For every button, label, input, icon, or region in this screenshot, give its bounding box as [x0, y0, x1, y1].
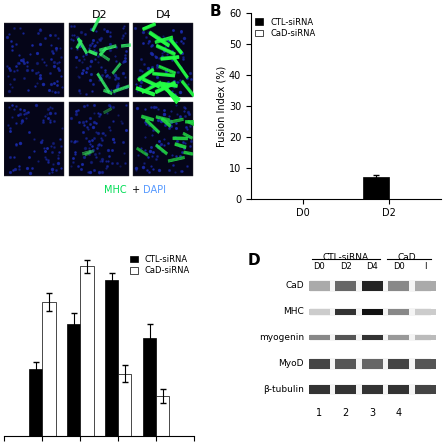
- Text: MHC: MHC: [104, 185, 126, 195]
- Bar: [134, 24, 194, 97]
- Bar: [134, 102, 194, 176]
- Bar: [67, 324, 80, 436]
- Text: D0: D0: [313, 262, 325, 271]
- Bar: [336, 385, 356, 394]
- Text: CaD: CaD: [285, 281, 304, 291]
- Bar: [309, 335, 330, 340]
- Bar: [69, 102, 129, 176]
- Bar: [4, 24, 65, 97]
- Bar: [336, 335, 356, 340]
- Text: β-tubulin: β-tubulin: [263, 385, 304, 394]
- Text: MyoD: MyoD: [279, 359, 304, 368]
- Bar: [118, 373, 131, 436]
- Bar: [309, 309, 330, 315]
- Bar: [362, 281, 383, 291]
- Text: D2: D2: [91, 9, 107, 20]
- Text: DAPI: DAPI: [143, 185, 166, 195]
- Bar: [388, 309, 409, 315]
- Bar: [309, 281, 330, 291]
- Bar: [415, 385, 436, 394]
- Text: 1: 1: [316, 408, 322, 418]
- Bar: [80, 266, 93, 436]
- Bar: [362, 385, 383, 394]
- Bar: [415, 359, 436, 369]
- Bar: [388, 359, 409, 369]
- Bar: [156, 396, 170, 436]
- Bar: [310, 384, 431, 395]
- Legend: CTL-siRNA, CaD-siRNA: CTL-siRNA, CaD-siRNA: [129, 255, 190, 275]
- Text: D4: D4: [156, 9, 171, 20]
- Text: MHC: MHC: [283, 307, 304, 316]
- Bar: [363, 177, 389, 199]
- Bar: [362, 309, 383, 315]
- Bar: [143, 338, 156, 436]
- Bar: [336, 359, 356, 369]
- Bar: [388, 335, 409, 340]
- Bar: [415, 281, 436, 291]
- Bar: [309, 385, 330, 394]
- Bar: [336, 309, 356, 315]
- Bar: [362, 359, 383, 369]
- Bar: [336, 281, 356, 291]
- Text: CaD: CaD: [397, 254, 416, 263]
- Bar: [388, 385, 409, 394]
- Bar: [310, 280, 431, 292]
- Bar: [69, 24, 129, 97]
- Text: +: +: [129, 185, 143, 195]
- Bar: [415, 309, 436, 315]
- Text: 4: 4: [396, 408, 402, 418]
- Bar: [42, 302, 56, 436]
- Text: 2: 2: [343, 408, 349, 418]
- Text: D4: D4: [366, 262, 378, 271]
- Text: 3: 3: [369, 408, 375, 418]
- Bar: [310, 308, 431, 316]
- Bar: [310, 358, 431, 370]
- Bar: [309, 359, 330, 369]
- Y-axis label: Fusion Index (%): Fusion Index (%): [216, 65, 226, 147]
- Text: D2: D2: [340, 262, 352, 271]
- Text: D0: D0: [393, 262, 405, 271]
- Bar: [415, 335, 436, 340]
- Bar: [105, 279, 118, 436]
- Bar: [29, 369, 42, 436]
- Text: CTL-siRNA: CTL-siRNA: [323, 254, 369, 263]
- Text: D: D: [248, 252, 261, 267]
- Bar: [362, 335, 383, 340]
- Text: myogenin: myogenin: [259, 333, 304, 342]
- Bar: [388, 281, 409, 291]
- Text: I: I: [424, 262, 427, 271]
- Bar: [4, 102, 65, 176]
- Bar: [310, 334, 431, 341]
- Text: B: B: [209, 4, 221, 19]
- Legend: CTL-siRNA, CaD-siRNA: CTL-siRNA, CaD-siRNA: [255, 17, 316, 38]
